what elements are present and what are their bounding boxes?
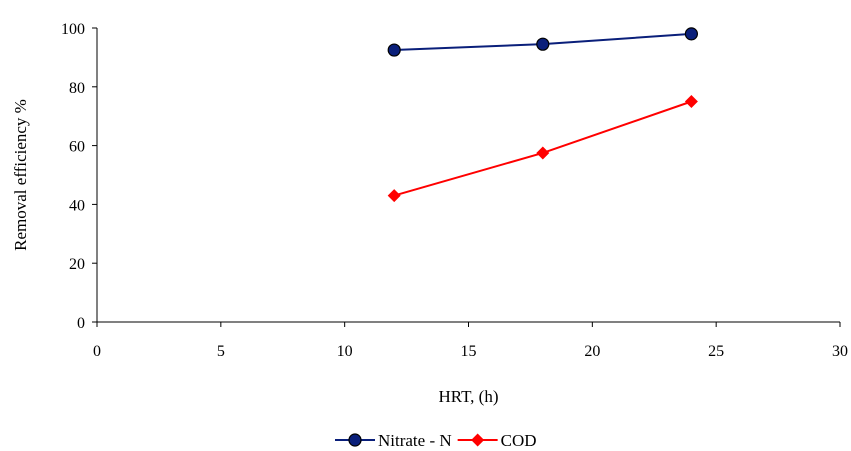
y-tick-label: 100: [61, 21, 85, 38]
legend-item: COD: [457, 431, 537, 450]
series-layer: [387, 27, 699, 203]
data-point: [684, 27, 699, 41]
y-tick-label: 40: [69, 197, 85, 214]
legend: Nitrate - N COD: [335, 431, 537, 450]
x-tick-label: 0: [93, 343, 101, 360]
data-point: [536, 37, 550, 51]
series-1: [387, 95, 698, 203]
x-tick-label: 15: [461, 343, 477, 360]
legend-marker: [471, 433, 485, 447]
y-tick-label: 80: [69, 80, 85, 97]
x-axis-title: HRT, (h): [438, 387, 498, 406]
y-tick-label: 60: [69, 139, 85, 156]
y-tick-label: 20: [69, 256, 85, 273]
series-0: [387, 27, 699, 57]
x-tick-label: 10: [337, 343, 353, 360]
x-tick-label: 20: [584, 343, 600, 360]
legend-label: COD: [501, 431, 537, 450]
y-axis-title: Removal efficiency %: [11, 99, 30, 251]
data-point: [387, 189, 401, 203]
data-point: [536, 146, 550, 160]
data-point: [684, 95, 698, 108]
legend-marker: [348, 433, 362, 447]
x-tick-label: 25: [708, 343, 724, 360]
x-tick-label: 30: [832, 343, 848, 360]
y-ticks: 0 20 40 60 80 100: [61, 21, 97, 332]
x-tick-label: 5: [217, 343, 225, 360]
legend-label: Nitrate - N: [378, 431, 452, 450]
legend-item: Nitrate - N: [335, 431, 452, 450]
x-ticks: 0 5 10 15 20 25 30: [93, 322, 848, 360]
data-point: [387, 43, 401, 57]
y-tick-label: 0: [77, 315, 85, 332]
